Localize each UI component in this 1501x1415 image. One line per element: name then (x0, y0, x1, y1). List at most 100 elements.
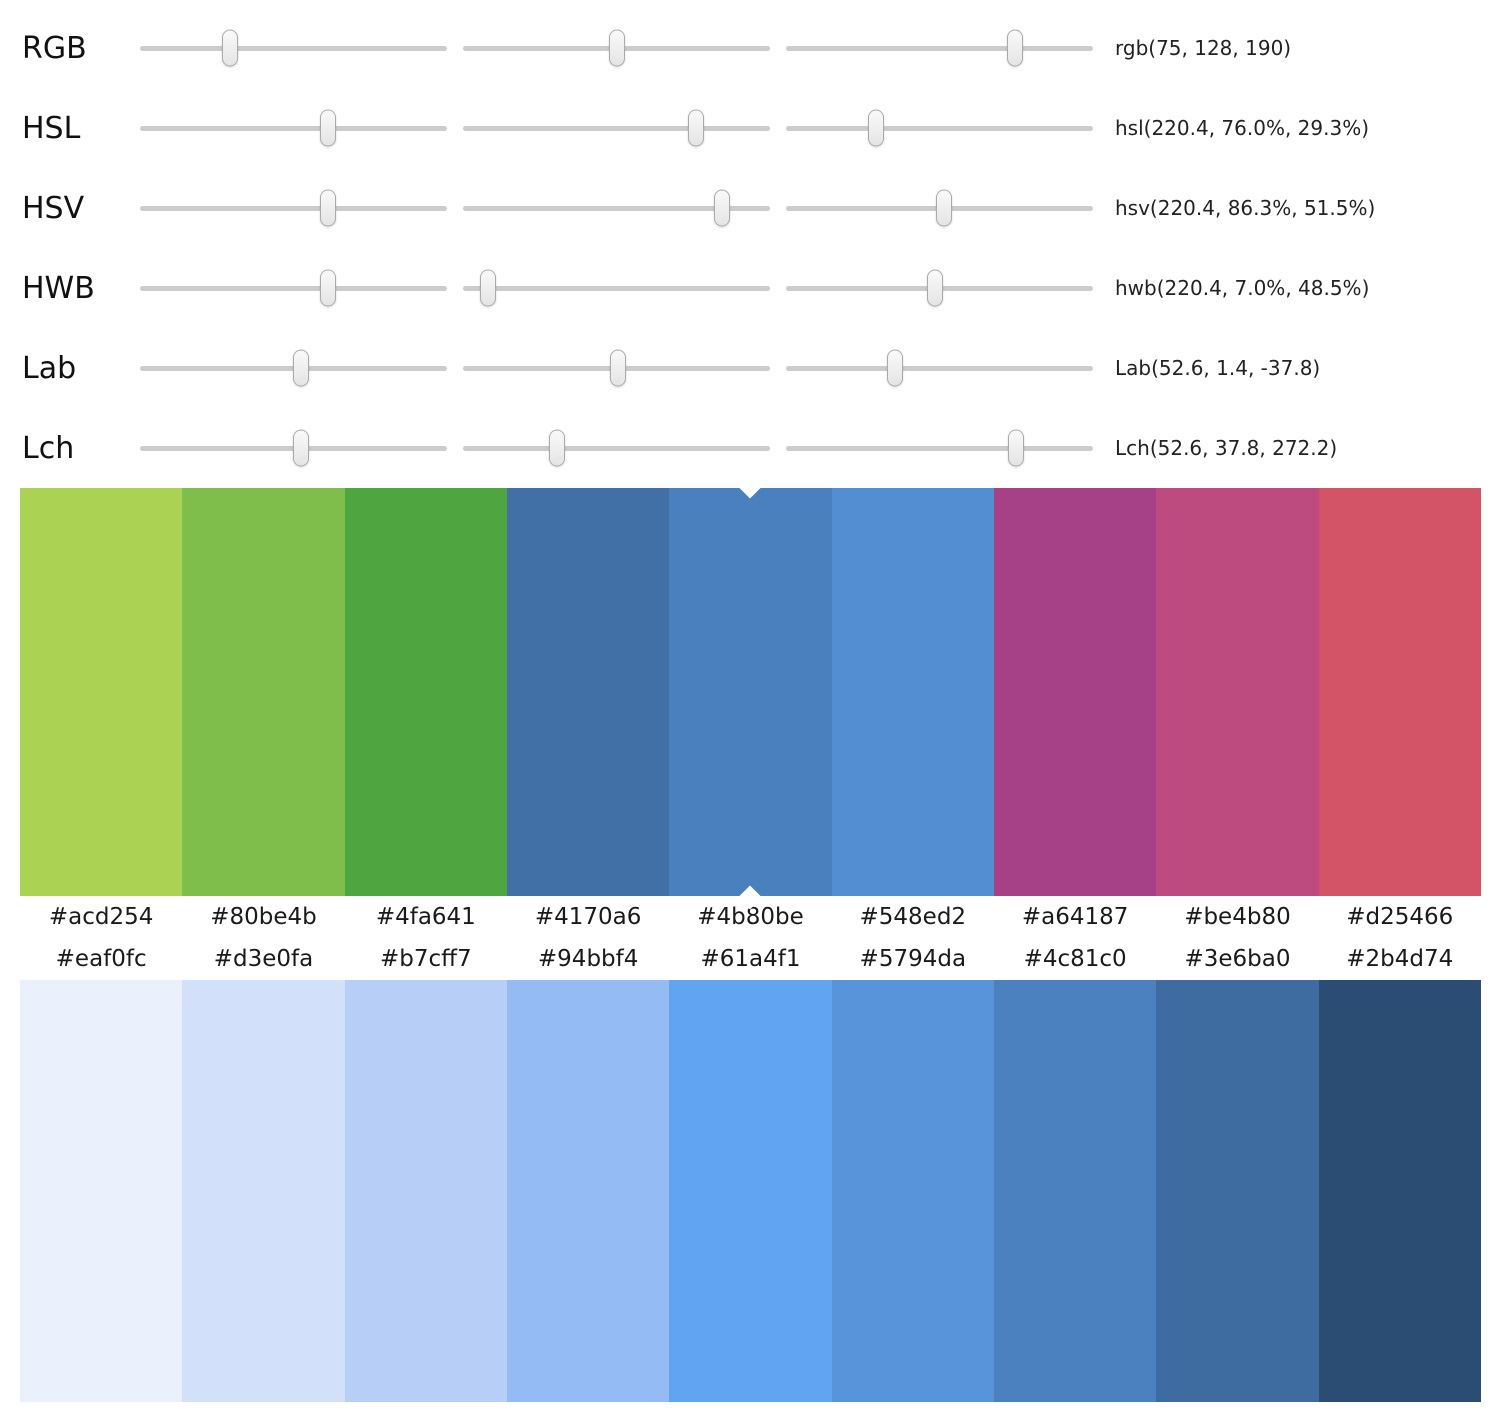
rgb-tracks (140, 29, 1093, 67)
rgb-slider-handle-g[interactable] (609, 29, 626, 67)
colorspace-label-hsl: HSL (22, 110, 81, 146)
colorspace-label-hsv: HSV (22, 190, 85, 226)
hwb-slider-track-w[interactable] (463, 269, 770, 307)
hsl-tracks (140, 109, 1093, 147)
hue-swatch[interactable] (1318, 488, 1481, 896)
hwb-tracks (140, 269, 1093, 307)
slider-row-hsl: HSL hsl(220.4, 76.0%, 29.3%) (0, 88, 1501, 168)
tint-swatch[interactable] (669, 980, 832, 1402)
hex-label: #d3e0fa (213, 946, 314, 972)
hsl-value-readout: hsl(220.4, 76.0%, 29.3%) (1115, 116, 1370, 140)
hue-swatch-selected[interactable] (669, 488, 832, 896)
tint-swatch[interactable] (506, 980, 670, 1402)
hex-label: #eaf0fc (55, 946, 147, 972)
colorspace-label-lch: Lch (22, 430, 75, 466)
lab-slider-track-l[interactable] (140, 349, 447, 387)
hsl-slider-track-s[interactable] (463, 109, 770, 147)
hue-swatch[interactable] (344, 488, 507, 896)
hsv-slider-track-h[interactable] (140, 189, 447, 227)
hsl-slider-handle-h[interactable] (319, 109, 336, 147)
hwb-value-readout: hwb(220.4, 7.0%, 48.5%) (1115, 276, 1370, 300)
lch-slider-track-l[interactable] (140, 429, 447, 467)
lch-slider-handle-h[interactable] (1008, 429, 1025, 467)
tint-hex-labels: #eaf0fc #d3e0fa #b7cff7 #94bbf4 #61a4f1 … (20, 938, 1481, 980)
slider-panel: RGB rgb(75, 128, 190) HSL hsl(220.4, 76.… (0, 0, 1501, 488)
hue-hex-labels: #acd254 #80be4b #4fa641 #4170a6 #4b80be … (20, 896, 1481, 938)
hue-swatch[interactable] (993, 488, 1157, 896)
hwb-slider-track-h[interactable] (140, 269, 447, 307)
hwb-slider-track-b[interactable] (786, 269, 1093, 307)
slider-row-lch: Lch Lch(52.6, 37.8, 272.2) (0, 408, 1501, 488)
lab-slider-handle-b[interactable] (886, 349, 903, 387)
hex-label: #80be4b (210, 904, 317, 930)
lab-value-readout: Lab(52.6, 1.4, -37.8) (1115, 356, 1321, 380)
lch-slider-track-c[interactable] (463, 429, 770, 467)
hwb-slider-handle-b[interactable] (926, 269, 943, 307)
hex-label: #acd254 (48, 904, 154, 930)
lab-slider-handle-l[interactable] (293, 349, 310, 387)
hex-label: #94bbf4 (537, 946, 639, 972)
tint-swatch[interactable] (344, 980, 507, 1402)
hue-swatch[interactable] (20, 488, 183, 896)
hwb-slider-handle-h[interactable] (319, 269, 336, 307)
hsv-slider-track-v[interactable] (786, 189, 1093, 227)
lab-tracks (140, 349, 1093, 387)
lch-tracks (140, 429, 1093, 467)
lch-slider-handle-c[interactable] (548, 429, 565, 467)
rgb-slider-handle-b[interactable] (1006, 29, 1023, 67)
hex-label: #548ed2 (859, 904, 967, 930)
hex-label: #d25466 (1346, 904, 1454, 930)
hsl-slider-track-h[interactable] (140, 109, 447, 147)
hsv-tracks (140, 189, 1093, 227)
rgb-slider-handle-r[interactable] (222, 29, 239, 67)
hue-palette (20, 488, 1481, 896)
tint-swatch[interactable] (182, 980, 345, 1402)
hue-swatch[interactable] (182, 488, 345, 896)
hue-swatch[interactable] (831, 488, 994, 896)
slider-row-hwb: HWB hwb(220.4, 7.0%, 48.5%) (0, 248, 1501, 328)
colorspace-label-lab: Lab (22, 350, 77, 386)
hwb-slider-handle-w[interactable] (479, 269, 496, 307)
hex-label: #b7cff7 (380, 946, 472, 972)
tint-swatch[interactable] (1156, 980, 1319, 1402)
hsv-slider-track-s[interactable] (463, 189, 770, 227)
tint-swatch[interactable] (831, 980, 994, 1402)
rgb-value-readout: rgb(75, 128, 190) (1115, 36, 1292, 60)
hsl-slider-handle-s[interactable] (688, 109, 705, 147)
hex-label: #5794da (859, 946, 967, 972)
hsl-slider-track-l[interactable] (786, 109, 1093, 147)
lab-slider-track-a[interactable] (463, 349, 770, 387)
lch-slider-track-h[interactable] (786, 429, 1093, 467)
tint-swatch[interactable] (1318, 980, 1481, 1402)
tint-swatch[interactable] (20, 980, 183, 1402)
hex-label: #4fa641 (375, 904, 476, 930)
hex-label: #4170a6 (534, 904, 642, 930)
rgb-slider-track-g[interactable] (463, 29, 770, 67)
hue-swatch[interactable] (1156, 488, 1319, 896)
lch-slider-handle-l[interactable] (293, 429, 310, 467)
rgb-slider-track-r[interactable] (140, 29, 447, 67)
slider-row-hsv: HSV hsv(220.4, 86.3%, 51.5%) (0, 168, 1501, 248)
rgb-slider-track-b[interactable] (786, 29, 1093, 67)
slider-row-lab: Lab Lab(52.6, 1.4, -37.8) (0, 328, 1501, 408)
hsv-slider-handle-h[interactable] (319, 189, 336, 227)
hex-label: #4c81c0 (1023, 946, 1127, 972)
hsv-slider-handle-s[interactable] (714, 189, 731, 227)
tint-palette (20, 980, 1481, 1402)
hex-label: #2b4d74 (1346, 946, 1454, 972)
hue-swatch[interactable] (506, 488, 670, 896)
tint-swatch[interactable] (993, 980, 1157, 1402)
lab-slider-handle-a[interactable] (610, 349, 627, 387)
slider-row-rgb: RGB rgb(75, 128, 190) (0, 8, 1501, 88)
lch-value-readout: Lch(52.6, 37.8, 272.2) (1115, 436, 1338, 460)
hex-label: #a64187 (1021, 904, 1129, 930)
hsl-slider-handle-l[interactable] (867, 109, 884, 147)
hsv-value-readout: hsv(220.4, 86.3%, 51.5%) (1115, 196, 1376, 220)
lab-slider-track-b[interactable] (786, 349, 1093, 387)
hex-label: #be4b80 (1184, 904, 1291, 930)
colorspace-label-hwb: HWB (22, 270, 95, 306)
hsv-slider-handle-v[interactable] (936, 189, 953, 227)
hex-label: #61a4f1 (700, 946, 801, 972)
colorspace-label-rgb: RGB (22, 30, 87, 66)
